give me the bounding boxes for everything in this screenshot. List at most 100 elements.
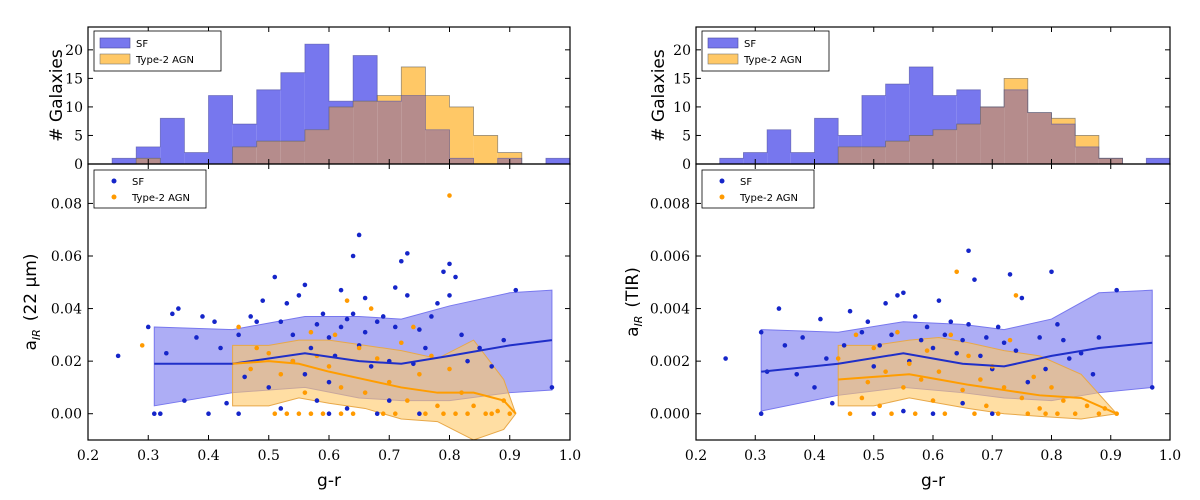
hist-bar-sf — [184, 152, 209, 164]
agn-point — [392, 411, 398, 417]
agn-point — [380, 411, 386, 417]
sf-point — [392, 324, 398, 330]
agn-point — [972, 411, 977, 417]
sf-point — [399, 258, 404, 264]
agn-point — [1001, 385, 1007, 390]
agn-point — [978, 377, 983, 382]
agn-point — [948, 332, 954, 338]
sf-point — [164, 350, 169, 356]
right-panel: 0 5 10 15 20# Galaxies 0.000 0.002 0.004 0.006 0.… — [623, 26, 1181, 491]
sf-point — [966, 322, 971, 327]
sf-point — [368, 364, 374, 369]
sf-point — [1013, 348, 1019, 353]
sf-point — [290, 332, 296, 338]
hist-legend-label-sf: SF — [136, 39, 148, 50]
agn-point — [356, 345, 362, 351]
sf-point — [901, 290, 906, 296]
sf-point — [302, 371, 308, 377]
sf-point — [417, 327, 422, 332]
sf-point — [170, 311, 175, 317]
hist-bar-sf — [838, 135, 862, 147]
hist-y-axis-label: # Galaxies — [649, 49, 669, 142]
agn-point — [417, 371, 422, 377]
sf-point — [194, 335, 199, 340]
sf-point — [1114, 287, 1119, 293]
sf-point — [901, 408, 906, 414]
hist-bar-sf — [1146, 158, 1170, 164]
sf-point — [847, 308, 853, 314]
sf-point — [1066, 356, 1072, 361]
sf-point — [1061, 337, 1066, 343]
hist-bar-sf — [232, 124, 257, 147]
agn-point — [495, 408, 501, 414]
scatter-legend-marker-agn — [111, 194, 117, 200]
hist-bar-sf — [814, 118, 839, 164]
scatter-legend-box — [701, 169, 815, 209]
sf-point — [829, 400, 835, 406]
hist-bar-overlap — [232, 146, 257, 164]
sf-point — [447, 293, 452, 298]
sf-point — [447, 261, 452, 267]
hist-bar-overlap — [885, 141, 910, 164]
hist-bar-overlap — [1051, 124, 1076, 164]
hist-y-tick-label: 10 — [65, 100, 83, 116]
agn-point — [362, 390, 368, 395]
sf-point — [865, 319, 871, 325]
agn-point — [350, 411, 356, 417]
x-tick-label: 0.2 — [685, 448, 707, 464]
x-axis-label: g-r — [921, 471, 945, 491]
sf-point — [513, 287, 519, 293]
sf-point — [284, 301, 290, 306]
scatter-legend-box — [93, 169, 207, 209]
sf-point — [320, 311, 326, 317]
hist-y-tick-label: 0 — [682, 157, 691, 173]
agn-point — [338, 411, 344, 417]
agn-point — [302, 390, 308, 395]
hist-bar-agn — [425, 95, 450, 130]
hist-y-tick-label: 0 — [74, 157, 83, 173]
agn-point — [1031, 374, 1037, 380]
sf-point — [1149, 385, 1155, 390]
sf-point — [151, 411, 157, 417]
agn-point — [865, 379, 871, 385]
hist-legend-swatch-agn — [707, 53, 739, 65]
sf-point — [758, 411, 764, 417]
hist-bar-agn — [1051, 118, 1076, 125]
agn-point — [889, 411, 894, 417]
hist-bar-sf — [256, 89, 281, 142]
scatter-legend-marker-agn — [719, 194, 725, 200]
hist-bar-sf — [304, 44, 329, 130]
agn-point — [308, 411, 314, 417]
sf-point — [236, 411, 241, 417]
sf-point — [489, 364, 494, 369]
agn-point — [272, 411, 278, 417]
hist-y-tick-label: 20 — [673, 43, 691, 59]
scatter-legend-label-sf: SF — [132, 177, 144, 188]
sf-point — [453, 274, 458, 280]
sf-point — [1019, 295, 1025, 301]
agn-point — [320, 411, 326, 417]
sf-point — [930, 411, 936, 417]
sf-point — [302, 282, 308, 288]
sf-point — [441, 269, 446, 275]
sf-point — [278, 319, 284, 325]
agn-point — [338, 385, 344, 390]
scatter-y-axis-label: aIR (22 μm) — [21, 254, 43, 351]
agn-point — [411, 324, 416, 330]
hist-legend-swatch-sf — [99, 37, 131, 49]
agn-point — [326, 364, 332, 369]
sf-point — [912, 314, 918, 319]
sf-point — [978, 353, 983, 359]
hist-bar-agn — [473, 135, 498, 164]
hist-bar-sf — [909, 66, 933, 136]
agn-point — [1037, 406, 1042, 411]
agn-point — [1084, 403, 1090, 409]
sf-point — [549, 385, 555, 390]
x-tick-label: 0.3 — [744, 448, 766, 464]
sf-point — [248, 314, 253, 319]
agn-point — [1096, 411, 1102, 417]
x-tick-label: 0.5 — [863, 448, 885, 464]
hist-y-axis-label: # Galaxies — [47, 49, 67, 142]
sf-point — [960, 337, 965, 343]
agn-median-line — [232, 360, 517, 415]
